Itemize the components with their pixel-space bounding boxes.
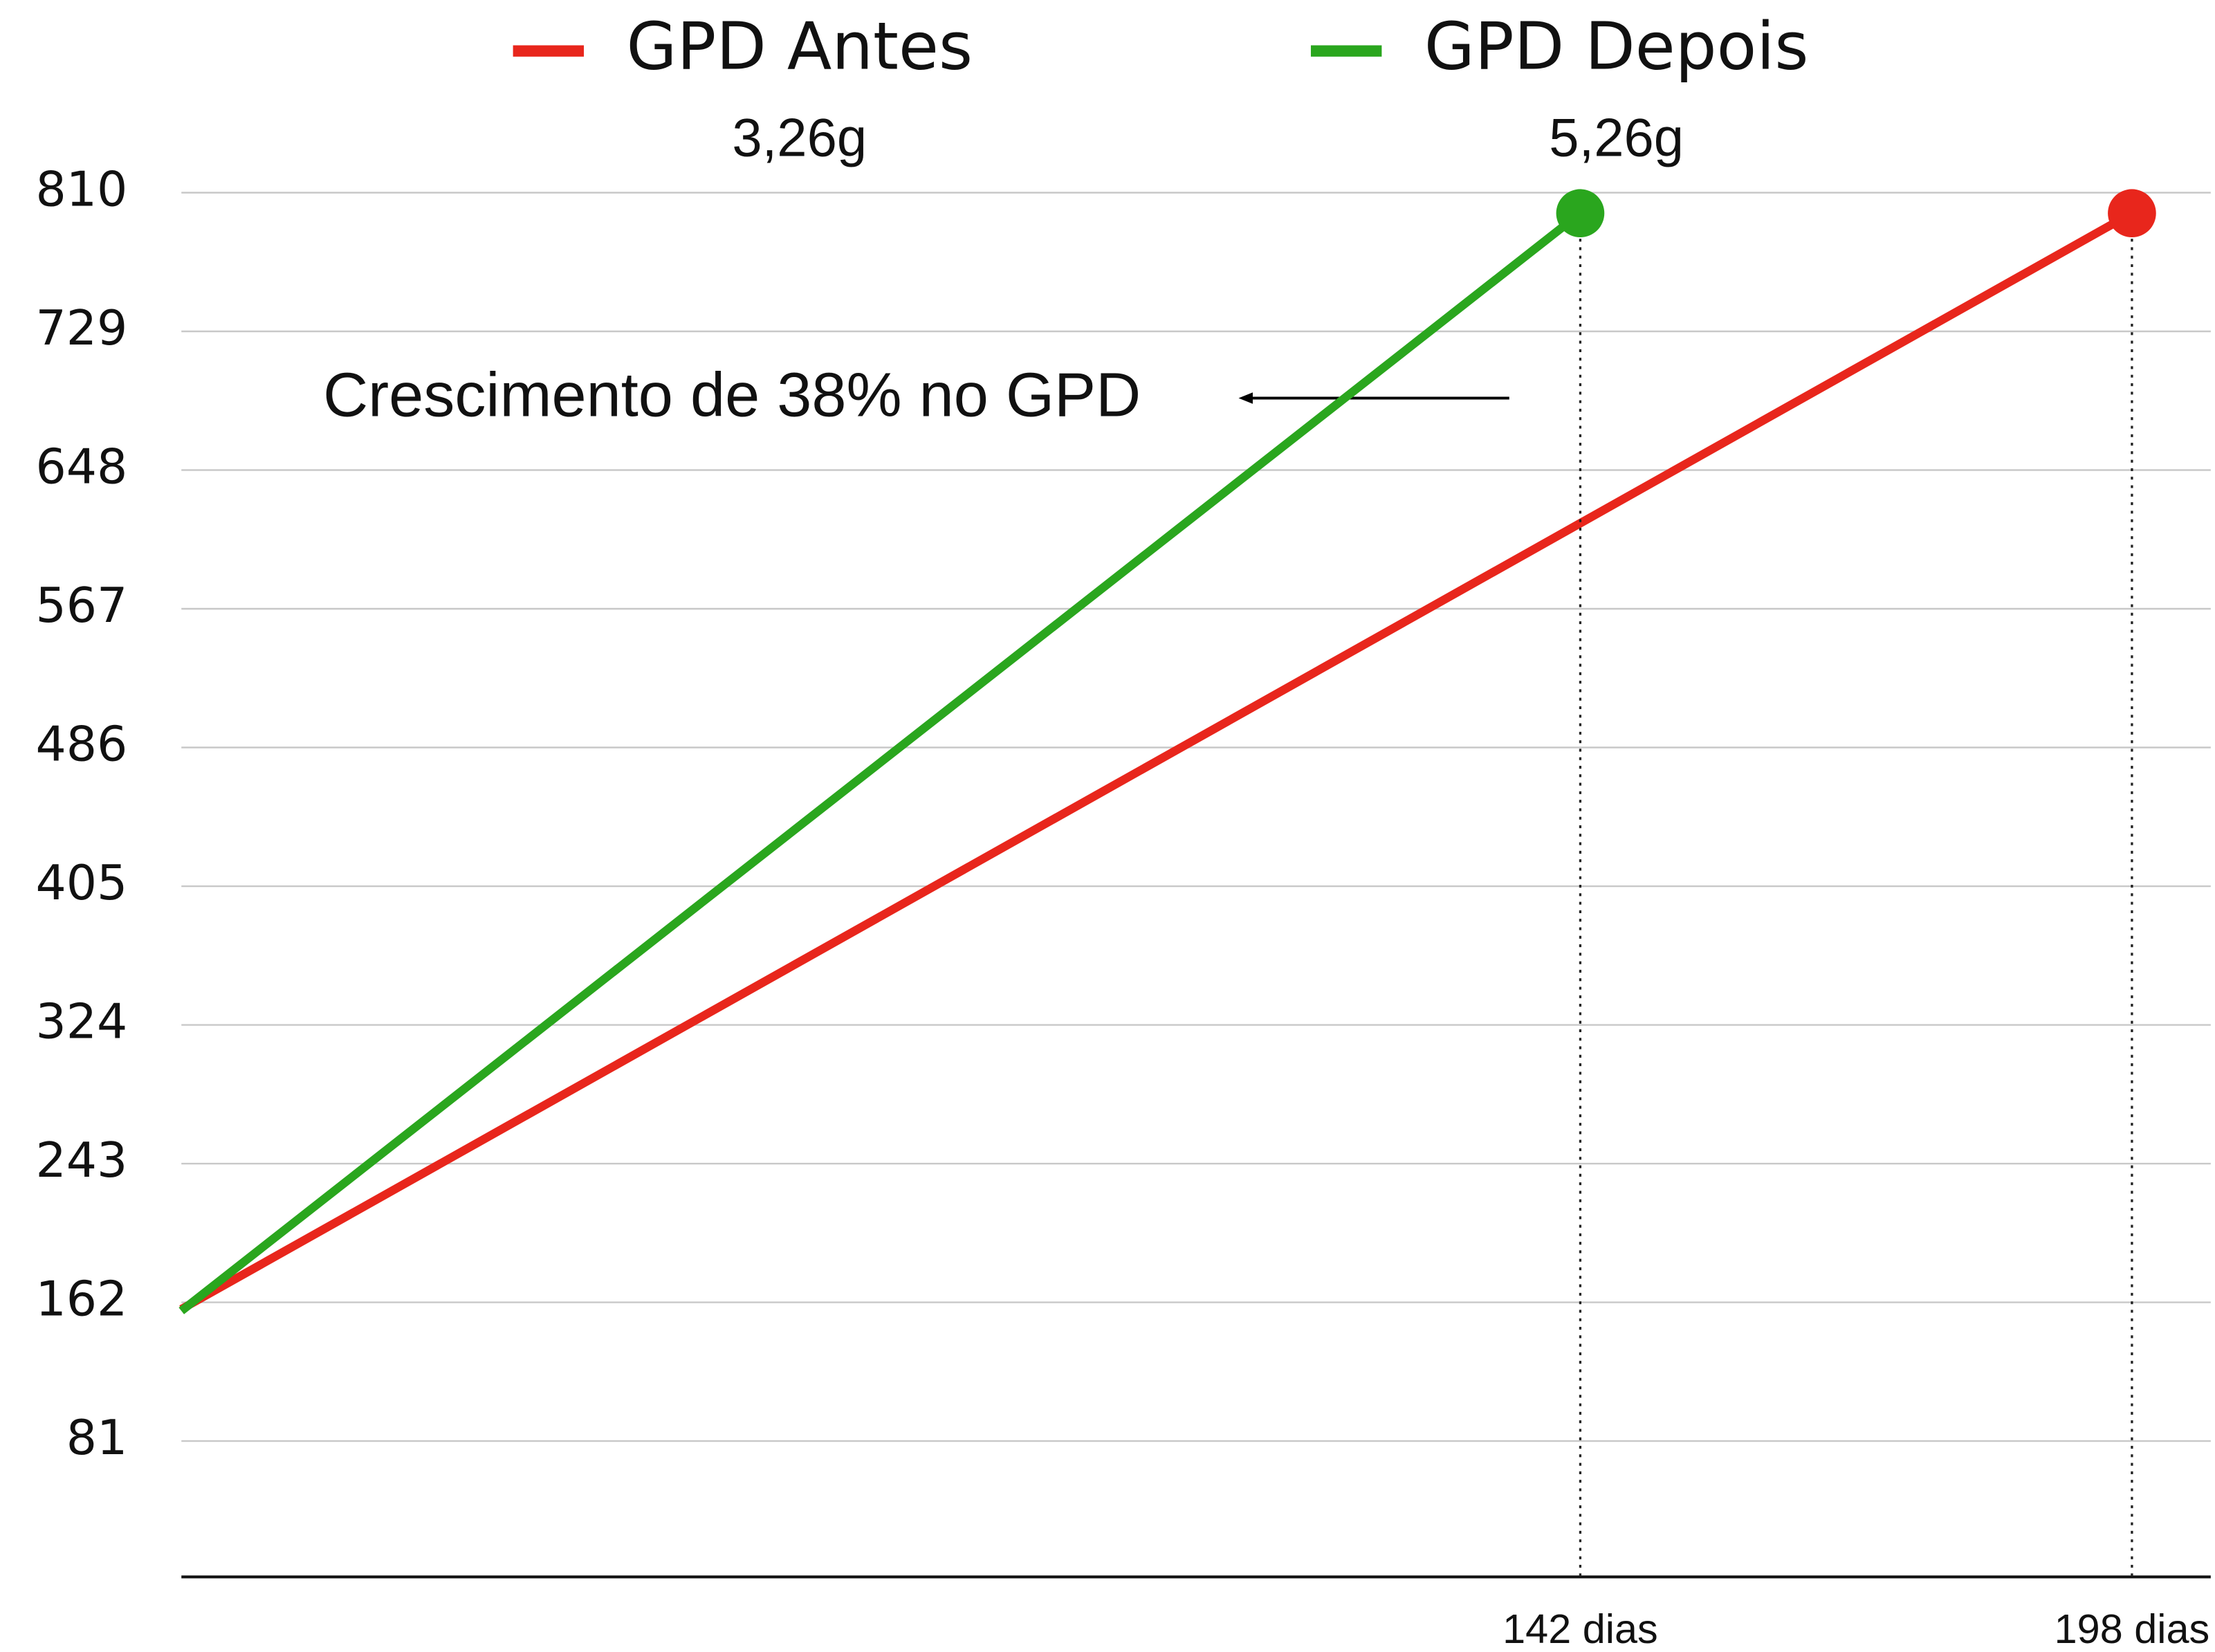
y-tick-label: 243 — [35, 1132, 127, 1188]
x-tick-label: 142 dias — [1502, 1606, 1658, 1652]
y-tick-label: 567 — [35, 578, 127, 634]
y-tick-label: 648 — [35, 439, 127, 495]
legend-note: 3,26g — [732, 108, 867, 167]
arrow-head — [1238, 392, 1253, 404]
legend-label: GPD Antes — [626, 10, 973, 85]
y-tick-label: 405 — [35, 855, 127, 911]
end-marker — [2108, 189, 2156, 238]
series-line — [179, 209, 2134, 1313]
x-tick-label: 198 dias — [2055, 1606, 2210, 1652]
annotation: Crescimento de 38% no GPD — [323, 360, 1141, 430]
legend-label: GPD Depois — [1424, 10, 1809, 85]
y-tick-label: 729 — [35, 300, 127, 356]
series-line — [178, 210, 1583, 1314]
y-tick-label: 324 — [35, 994, 127, 1050]
y-tick-label: 810 — [35, 162, 127, 218]
end-marker — [1556, 189, 1605, 238]
y-tick-label: 486 — [35, 717, 127, 773]
y-tick-label: 162 — [35, 1272, 127, 1328]
y-tick-label: 81 — [66, 1410, 128, 1466]
legend-note: 5,26g — [1549, 108, 1684, 167]
